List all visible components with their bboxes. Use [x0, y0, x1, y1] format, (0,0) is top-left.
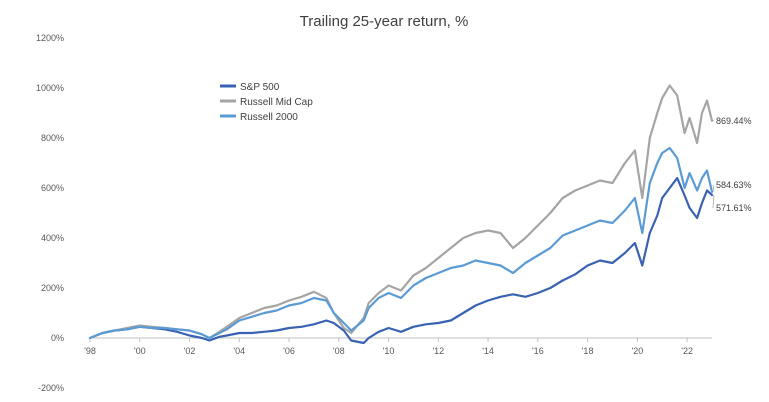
x-tick-label: '08 [333, 346, 345, 356]
x-tick-label: '02 [184, 346, 196, 356]
x-tick-label: '10 [383, 346, 395, 356]
series-line-russell-mid-cap [88, 84, 714, 340]
x-tick-label: '18 [582, 346, 594, 356]
legend-label: Russell 2000 [240, 112, 298, 123]
x-tick-label: '14 [482, 346, 494, 356]
series-lines [88, 84, 714, 345]
y-tick-label: 1000% [36, 83, 64, 93]
legend: S&P 500 Russell Mid Cap Russell 2000 [220, 82, 313, 123]
x-tick-label: '22 [681, 346, 693, 356]
y-axis: -200% 0% 200% 400% 600% 800% 1000% 1200% [36, 33, 64, 393]
x-tick-label: '00 [134, 346, 146, 356]
y-tick-label: -200% [38, 383, 64, 393]
y-tick-label: 0% [51, 333, 64, 343]
series-line-s-p-500 [88, 176, 714, 345]
y-tick-label: 600% [41, 183, 64, 193]
legend-label: S&P 500 [240, 82, 280, 93]
end-value-label: 571.61% [716, 203, 752, 213]
end-label-leader [712, 184, 715, 192]
x-axis: '98 '00 '02 '04 '06 '08 '10 '12 '14 '16 '18 '20 '22 [84, 337, 712, 356]
y-tick-label: 1200% [36, 33, 64, 43]
x-tick-label: '98 [84, 346, 96, 356]
chart-title: Trailing 25-year return, % [300, 13, 469, 30]
x-tick-label: '16 [532, 346, 544, 356]
y-tick-label: 200% [41, 283, 64, 293]
legend-label: Russell Mid Cap [240, 97, 313, 108]
x-tick-label: '06 [283, 346, 295, 356]
y-tick-label: 400% [41, 233, 64, 243]
x-tick-label: '20 [631, 346, 643, 356]
series-line-russell-2000 [88, 146, 714, 340]
x-tick-label: '12 [432, 346, 444, 356]
end-labels: 571.61% 869.44% 584.63% [712, 116, 752, 213]
y-tick-label: 800% [41, 133, 64, 143]
end-value-label: 584.63% [716, 180, 752, 190]
x-tick-label: '04 [233, 346, 245, 356]
end-label-leader [712, 194, 715, 209]
end-value-label: 869.44% [716, 116, 752, 126]
